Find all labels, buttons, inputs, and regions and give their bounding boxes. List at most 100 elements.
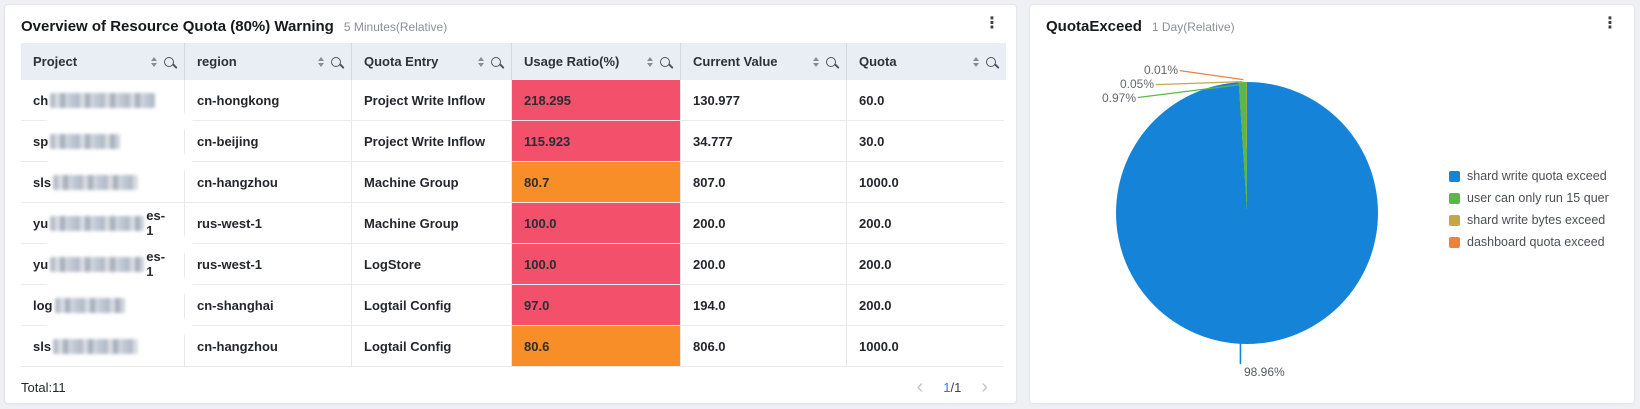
column-label: Project (33, 54, 78, 69)
chevron-right-icon[interactable]: › (981, 376, 988, 398)
project-text: ch (33, 92, 49, 108)
column-label: Usage Ratio(%) (524, 54, 620, 69)
cell-quota: 200.0 (859, 215, 892, 231)
cell-project: sls (21, 326, 185, 366)
pie-graphic[interactable] (1116, 82, 1378, 344)
cell-quota: 200.0 (859, 256, 892, 272)
search-icon[interactable] (826, 56, 836, 67)
cell-quota-entry: Project Write Inflow (352, 80, 512, 120)
header-icons (973, 56, 996, 67)
total-count: Total:11 (21, 379, 66, 395)
cell-region: cn-beijing (185, 121, 352, 161)
pie-label-shard-write-quota: 98.96% (1244, 365, 1285, 379)
legend-label: shard write quota exceed (1467, 169, 1607, 183)
redacted-text-blur (50, 92, 156, 108)
search-icon[interactable] (986, 56, 996, 67)
time-range-label: 5 Minutes(Relative) (343, 20, 448, 34)
project-text: es-1 (146, 208, 166, 238)
cell-usage-ratio: 80.6 (512, 326, 681, 366)
legend-swatch (1449, 192, 1460, 204)
legend-item-user-can-only-run-15-quer[interactable]: user can only run 15 quer (1449, 187, 1609, 209)
header-icons (318, 56, 341, 67)
page-indicator: 1/1 (943, 380, 961, 395)
quota-exceed-panel: QuotaExceed 1 Day(Relative) ⋮ 0.01% 0.05… (1029, 4, 1635, 404)
cell-project: ch (21, 80, 192, 130)
cell-quota: 30.0 (859, 133, 885, 149)
legend-label: shard write bytes exceed (1467, 213, 1606, 227)
legend-swatch (1449, 170, 1460, 182)
column-header-current-value[interactable]: Current Value (681, 43, 847, 80)
pie-label-dashboard-quota: 0.01% (1143, 63, 1178, 77)
sort-down-arrow (647, 62, 653, 67)
table-header-row: Project region Quota Entry Usage Ratio(%) Cu… (21, 43, 1006, 80)
cell-quota: 1000.0 (859, 174, 899, 190)
column-header-region[interactable]: region (185, 43, 352, 80)
legend-swatch (1449, 214, 1460, 226)
pie-label-user-query: 0.97% (1101, 91, 1136, 105)
cell-quota-entry: LogStore (352, 244, 512, 284)
column-header-usage-ratio[interactable]: Usage Ratio(%) (512, 43, 681, 80)
cell-current-value: 194.0 (681, 285, 847, 325)
table-row: sls cn-hangzhou Logtail Config 80.6 806.0 100… (21, 326, 1004, 367)
legend-item-shard-write-quota-exceed[interactable]: shard write quota exceed (1449, 165, 1609, 187)
column-header-project[interactable]: Project (21, 43, 185, 80)
cell-current-value: 200.0 (681, 203, 847, 243)
redacted-text-blur (50, 133, 121, 149)
cell-quota-entry: Machine Group (352, 203, 512, 243)
sort-icon[interactable] (318, 56, 324, 67)
pie-chart: 0.01% 0.05% 0.97% 98.96% shard write quo… (1030, 5, 1634, 403)
search-icon[interactable] (331, 56, 341, 67)
sort-down-arrow (973, 62, 979, 67)
table-body: ch cn-hongkong Project Write Inflow 218.295… (21, 80, 1004, 367)
column-label: Quota Entry (364, 54, 439, 69)
table-row: log cn-shanghai Logtail Config 97.0 194.0 200… (21, 285, 1004, 335)
cell-quota-entry: Logtail Config (352, 326, 512, 366)
project-text: es-1 (146, 249, 166, 279)
sort-up-arrow (647, 56, 653, 61)
column-label: region (197, 54, 237, 69)
kebab-menu-icon[interactable]: ⋮ (1602, 15, 1618, 32)
kebab-menu-icon[interactable]: ⋮ (984, 15, 1000, 32)
project-text: yu (33, 256, 49, 272)
search-icon[interactable] (164, 56, 174, 67)
cell-quota-entry: Project Write Inflow (352, 121, 512, 161)
project-text: log (33, 297, 53, 313)
column-header-quota[interactable]: Quota (847, 43, 1006, 80)
chevron-left-icon[interactable]: ‹ (916, 376, 924, 398)
pie-label-shard-write-bytes: 0.05% (1119, 77, 1154, 91)
cell-quota-entry: Machine Group (352, 162, 512, 202)
cell-region: cn-shanghai (185, 285, 352, 325)
search-icon[interactable] (660, 56, 670, 67)
sort-icon[interactable] (478, 56, 484, 67)
legend-item-dashboard-quota-exceed[interactable]: dashboard quota exceed (1449, 231, 1609, 253)
legend-item-shard-write-bytes-exceed[interactable]: shard write bytes exceed (1449, 209, 1609, 231)
pagination: ‹ 1/1 › (916, 376, 988, 398)
table-row: sls cn-hangzhou Machine Group 80.7 807.0 1000… (21, 162, 1004, 203)
cell-project: log (21, 285, 192, 335)
column-header-quota-entry[interactable]: Quota Entry (352, 43, 512, 80)
table-footer: Total:11 ‹ 1/1 › (5, 367, 1016, 398)
column-label: Current Value (693, 54, 778, 69)
sort-icon[interactable] (647, 56, 653, 67)
redacted-text-blur (47, 154, 192, 171)
sort-icon[interactable] (813, 56, 819, 67)
search-icon[interactable] (491, 56, 501, 67)
header-icons (151, 56, 174, 67)
cell-current-value: 806.0 (681, 326, 847, 366)
legend-swatch (1449, 236, 1460, 248)
legend-label: dashboard quota exceed (1467, 235, 1605, 249)
page-separator: / (950, 379, 955, 395)
sort-up-arrow (151, 56, 157, 61)
cell-current-value: 34.777 (681, 121, 847, 161)
project-text: sp (33, 133, 49, 149)
sort-up-arrow (973, 56, 979, 61)
redacted-text-blur (53, 338, 139, 354)
cell-project: yu es-1 (21, 244, 192, 294)
resource-quota-warning-panel: Overview of Resource Quota (80%) Warning… (4, 4, 1017, 404)
sort-up-arrow (478, 56, 484, 61)
cell-project: sls (21, 162, 185, 202)
sort-down-arrow (318, 62, 324, 67)
sort-down-arrow (478, 62, 484, 67)
sort-icon[interactable] (973, 56, 979, 67)
sort-icon[interactable] (151, 56, 157, 67)
